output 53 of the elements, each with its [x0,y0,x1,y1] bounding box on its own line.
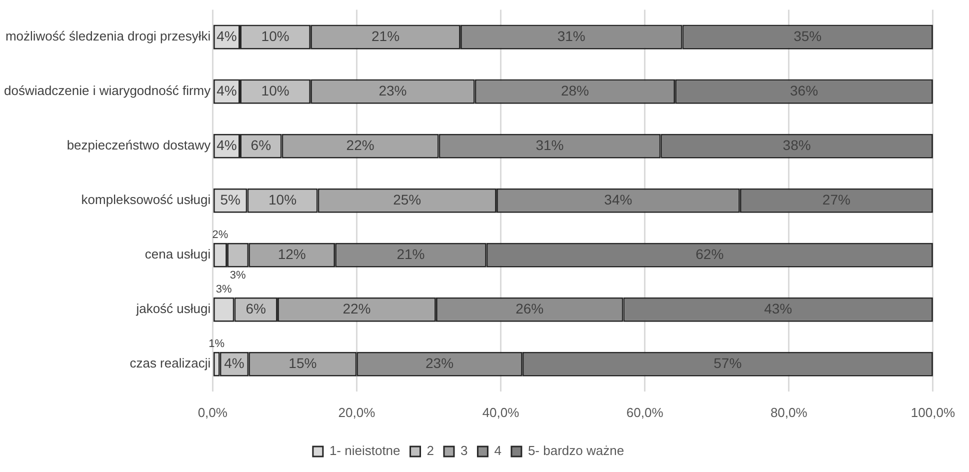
x-tick-label: 60,0% [626,404,664,420]
data-label: 3% [230,269,246,282]
data-label: 31% [557,28,586,44]
x-tick-label: 80,0% [770,404,808,420]
y-tick-label: czas realizacji [130,356,211,371]
data-label: 10% [268,191,297,208]
data-label: 36% [790,82,818,98]
x-tick-label: 0,0% [198,404,228,420]
data-label: 10% [261,82,290,98]
y-tick-label: możliwość śledzenia drogi przesyłki [5,28,211,44]
data-label: 28% [560,82,589,98]
data-label: 26% [516,300,544,316]
data-label: 6% [246,300,266,316]
data-label: 23% [426,355,454,371]
y-tick-label: bezpieczeństwo dostawy [66,138,212,153]
data-label: 43% [764,300,792,316]
legend-label: 4 [494,443,502,458]
data-label: 25% [393,191,422,208]
data-label: 4% [216,28,237,44]
y-tick-label: doświadczenie i wiarygodność firmy [4,83,212,98]
data-label: 5% [220,191,240,208]
y-tick-label: jakość usługi [135,301,211,316]
legend-label: 2 [426,443,434,458]
data-label: 27% [822,191,850,208]
data-label: 1% [208,338,225,350]
data-label: 10% [261,28,290,44]
data-label: 15% [288,355,317,371]
data-label: 34% [604,191,632,208]
data-label: 22% [342,300,371,316]
data-label: 6% [250,136,272,153]
legend-label: 3 [460,443,468,458]
data-label: 21% [372,28,400,44]
data-label: 4% [224,355,244,371]
data-label: 23% [378,82,407,98]
x-tick-label: 100,0% [910,404,956,420]
data-label: 4% [216,82,237,98]
data-label: 12% [278,246,306,262]
data-label: 35% [794,28,822,44]
x-tick-label: 20,0% [338,404,376,420]
y-tick-label: cena usługi [144,246,211,262]
data-label: 4% [216,136,237,153]
data-label: 22% [346,136,374,153]
legend-label: 1- nieistotne [329,443,400,458]
legend-label: 5- bardzo ważne [528,443,624,458]
data-label: 3% [216,283,232,296]
data-label: 62% [696,246,724,262]
data-label: 38% [782,136,811,153]
x-tick-label: 40,0% [482,404,520,420]
data-label: 57% [714,355,742,371]
data-label: 31% [536,136,564,153]
data-label: 2% [212,228,228,241]
y-tick-label: kompleksowość usługi [81,192,211,208]
data-label: 21% [396,246,425,262]
